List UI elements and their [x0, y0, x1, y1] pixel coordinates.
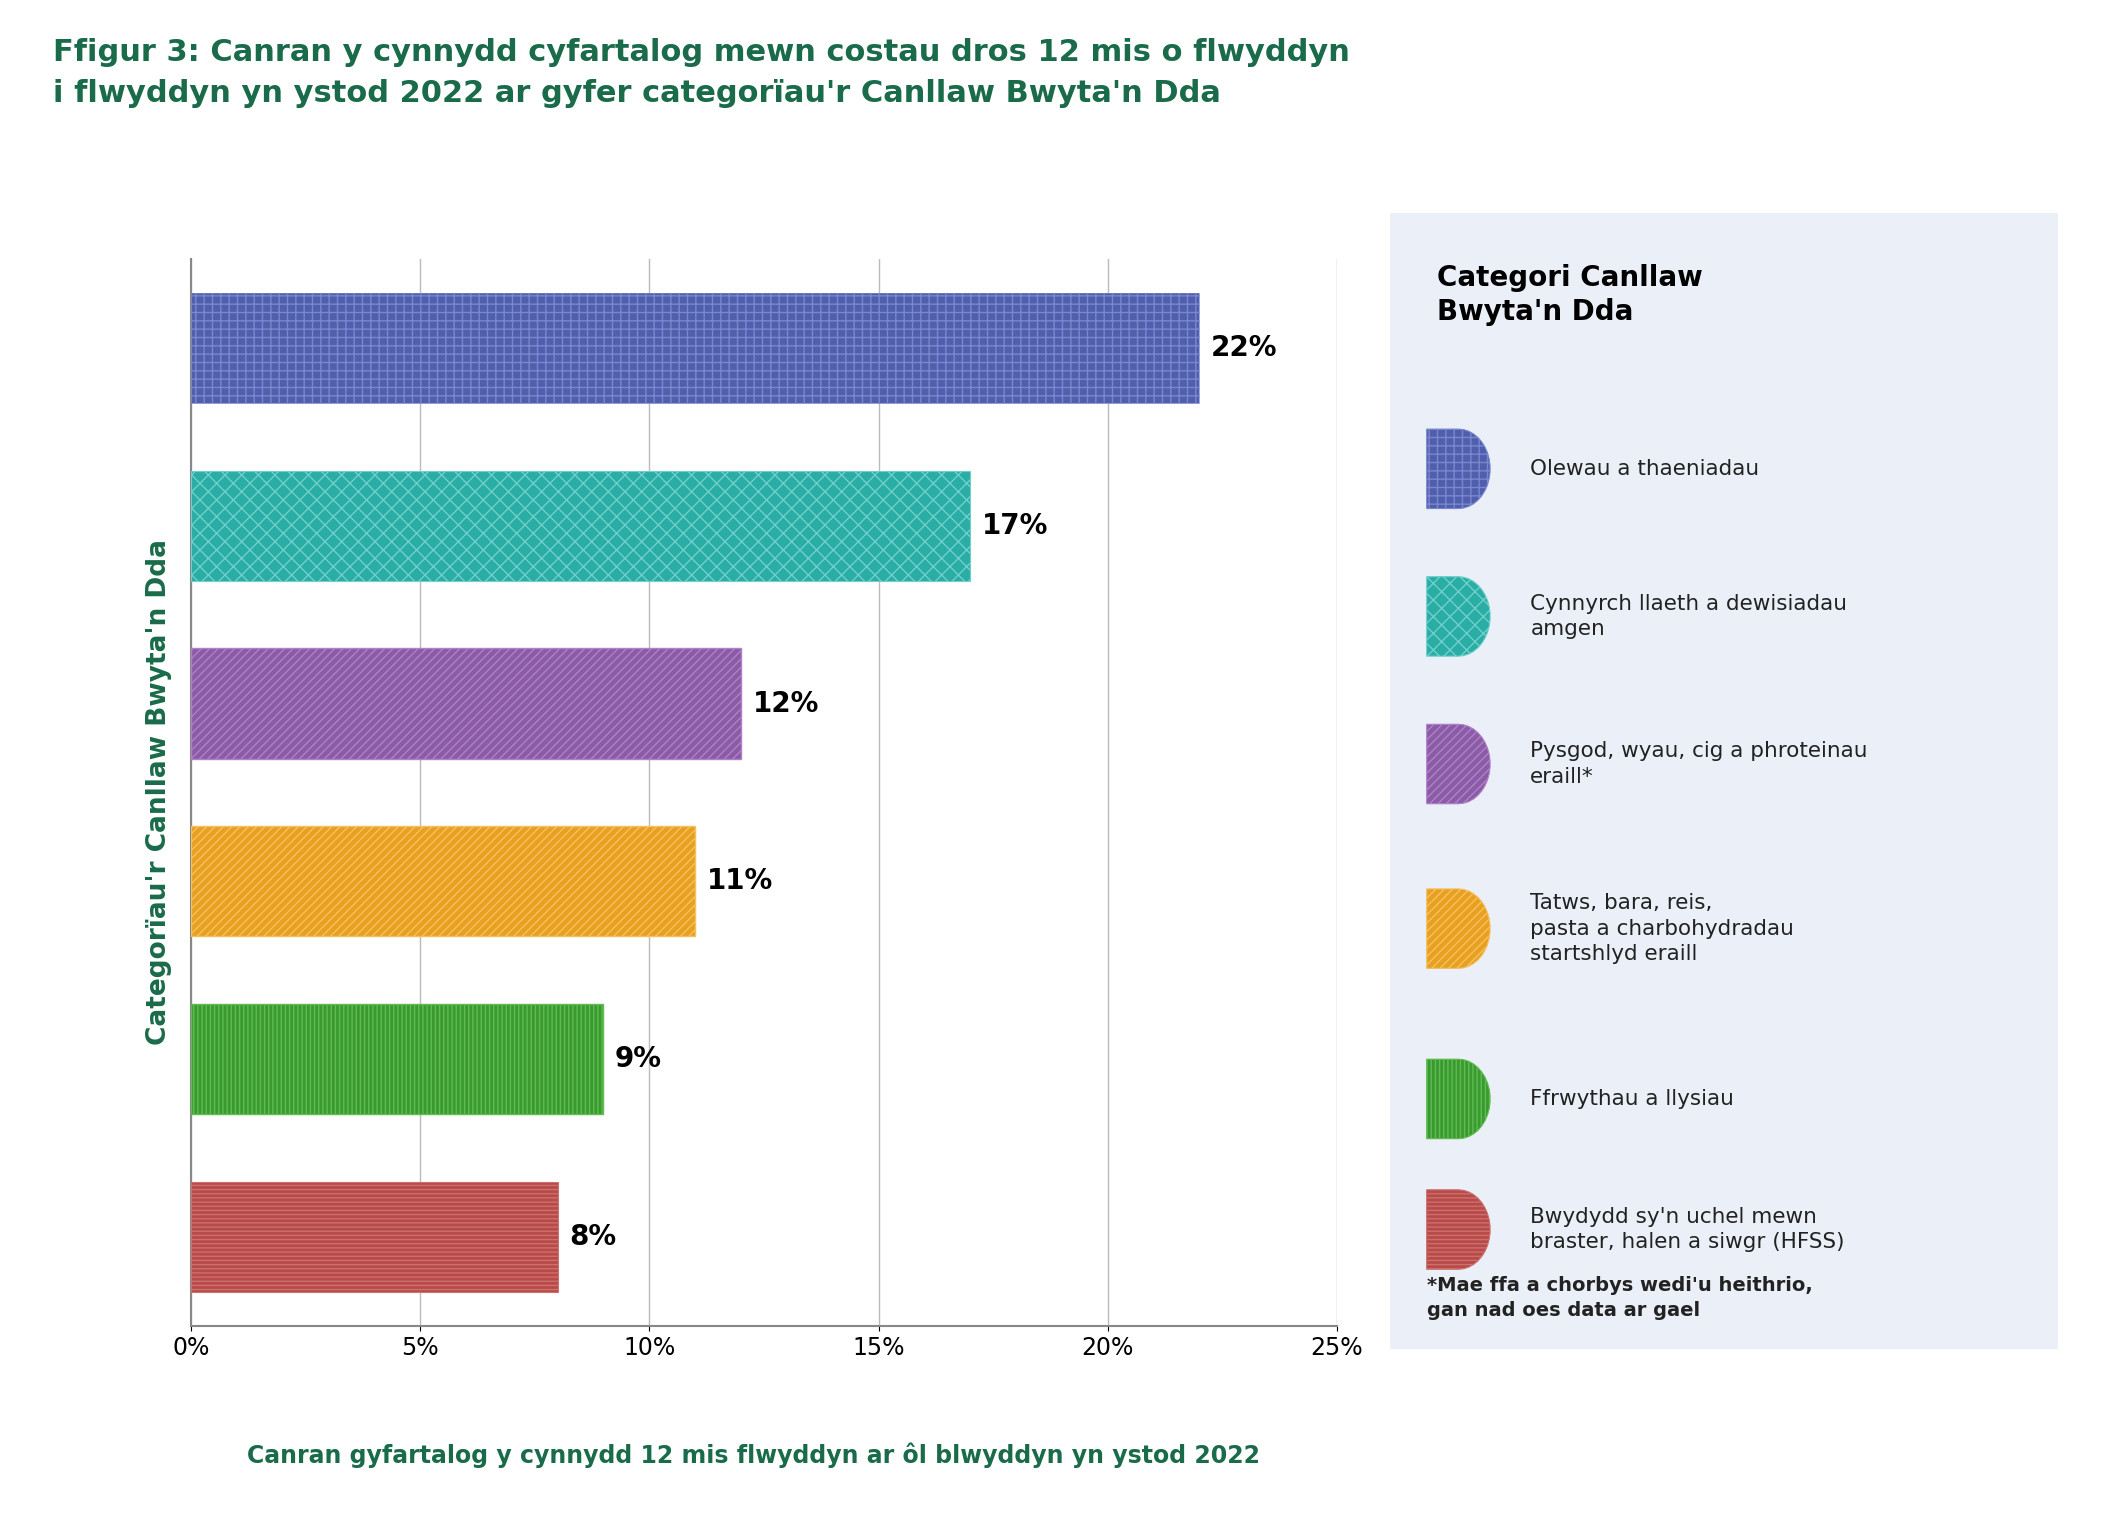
PathPatch shape: [1426, 430, 1490, 509]
PathPatch shape: [1426, 1190, 1490, 1269]
Bar: [191, 1183, 558, 1292]
PathPatch shape: [1426, 888, 1490, 968]
Text: Ffrwythau a llysiau: Ffrwythau a llysiau: [1530, 1090, 1734, 1109]
Text: 22%: 22%: [1212, 334, 1277, 363]
Text: 11%: 11%: [707, 867, 772, 896]
Bar: [191, 293, 1199, 404]
Bar: [191, 1004, 603, 1114]
Bar: [191, 649, 741, 759]
Text: *Mae ffa a chorbys wedi'u heithrio,
gan nad oes data ar gael: *Mae ffa a chorbys wedi'u heithrio, gan …: [1426, 1277, 1812, 1320]
Text: 9%: 9%: [615, 1045, 662, 1073]
Bar: [191, 471, 970, 581]
Bar: [191, 1004, 603, 1114]
Text: Ffigur 3: Canran y cynnydd cyfartalog mewn costau dros 12 mis o flwyddyn
i flwyd: Ffigur 3: Canran y cynnydd cyfartalog me…: [53, 38, 1350, 108]
Bar: [191, 826, 696, 936]
Text: 8%: 8%: [569, 1222, 615, 1251]
Bar: [191, 649, 741, 759]
Text: 12%: 12%: [753, 689, 819, 718]
PathPatch shape: [1426, 576, 1490, 657]
PathPatch shape: [1426, 1059, 1490, 1138]
Text: Bwydydd sy'n uchel mewn
braster, halen a siwgr (HFSS): Bwydydd sy'n uchel mewn braster, halen a…: [1530, 1207, 1844, 1253]
Text: 17%: 17%: [982, 512, 1048, 539]
Text: Canran gyfartalog y cynnydd 12 mis flwyddyn ar ôl blwyddyn yn ystod 2022: Canran gyfartalog y cynnydd 12 mis flwyd…: [246, 1443, 1260, 1468]
Bar: [191, 471, 970, 581]
Bar: [191, 293, 1199, 404]
PathPatch shape: [1426, 724, 1490, 803]
Text: Cynnyrch llaeth a dewisiadau
amgen: Cynnyrch llaeth a dewisiadau amgen: [1530, 594, 1848, 639]
FancyBboxPatch shape: [1371, 180, 2077, 1382]
Bar: [191, 826, 696, 936]
Bar: [191, 1183, 558, 1292]
Text: Pysgod, wyau, cig a phroteinau
eraill*: Pysgod, wyau, cig a phroteinau eraill*: [1530, 741, 1867, 786]
Text: Olewau a thaeniadau: Olewau a thaeniadau: [1530, 459, 1759, 479]
Text: Tatws, bara, reis,
pasta a charbohydradau
startshlyd eraill: Tatws, bara, reis, pasta a charbohydrada…: [1530, 893, 1795, 965]
Y-axis label: Categorïau'r Canllaw Bwyta'n Dda: Categorïau'r Canllaw Bwyta'n Dda: [146, 539, 172, 1045]
Text: Categori Canllaw
Bwyta'n Dda: Categori Canllaw Bwyta'n Dda: [1437, 265, 1702, 326]
